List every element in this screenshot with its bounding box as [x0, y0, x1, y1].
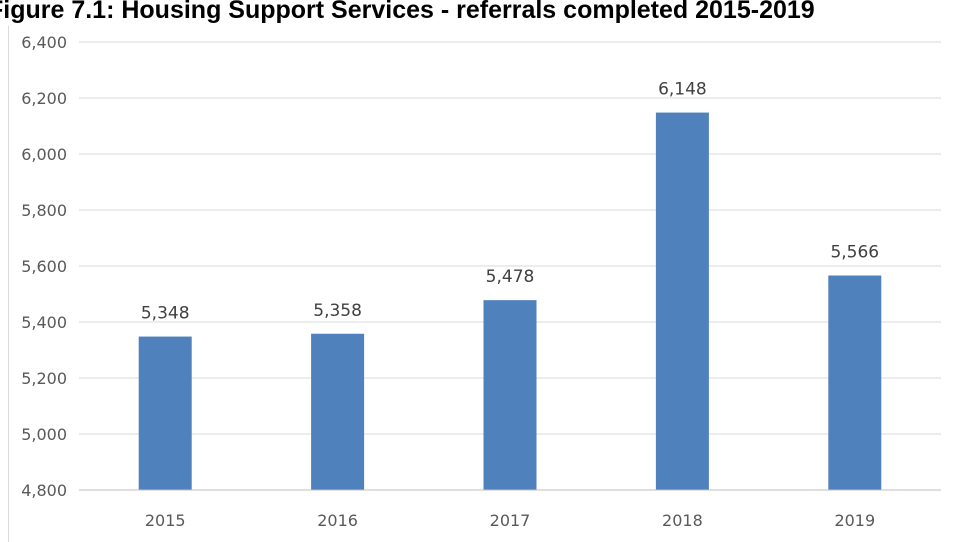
y-tick-label: 5,600 [21, 257, 67, 276]
y-tick-label: 6,000 [21, 145, 67, 164]
x-tick-label-2016: 2016 [317, 511, 358, 530]
gridlines [79, 41, 941, 435]
data-label-2018: 6,148 [658, 80, 707, 100]
y-tick-label: 5,000 [21, 425, 67, 444]
data-label-2017: 5,478 [486, 267, 535, 287]
x-tick-label-2018: 2018 [662, 511, 703, 530]
data-label-2015: 5,348 [141, 304, 190, 324]
x-tick-label-2019: 2019 [834, 511, 875, 530]
chart-title: Figure 7.1: Housing Support Services - r… [0, 0, 815, 24]
bar-2018 [655, 112, 709, 490]
bars [138, 112, 882, 490]
data-labels: 5,348 5,358 5,478 6,148 5,566 [141, 80, 879, 324]
bar-2016 [311, 333, 365, 490]
y-tick-label: 5,200 [21, 369, 67, 388]
y-tick-label: 6,400 [21, 33, 67, 52]
x-tick-label-2017: 2017 [490, 511, 531, 530]
y-tick-label: 5,400 [21, 313, 67, 332]
data-label-2016: 5,358 [313, 301, 362, 321]
y-tick-label: 4,800 [21, 481, 67, 500]
x-axis-tick-labels: 2015 2016 2017 2018 2019 [145, 511, 875, 530]
y-axis-tick-labels: 4,800 5,000 5,200 5,400 5,600 5,800 6,000 6,200… [21, 33, 67, 500]
bar-2017 [483, 300, 537, 490]
x-tick-label-2015: 2015 [145, 511, 186, 530]
bar-2015 [138, 336, 192, 490]
y-tick-label: 6,200 [21, 89, 67, 108]
y-tick-label: 5,800 [21, 201, 67, 220]
chart-frame-border [8, 26, 9, 542]
data-label-2019: 5,566 [830, 243, 879, 263]
bar-2019 [828, 275, 882, 490]
